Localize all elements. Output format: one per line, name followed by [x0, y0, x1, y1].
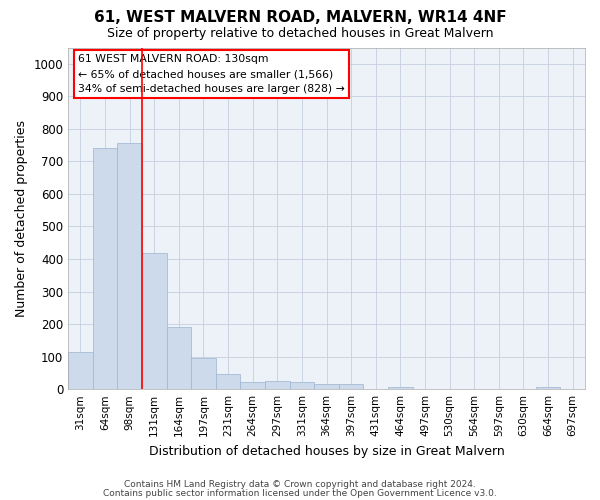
Bar [536, 386, 560, 389]
Bar [191, 358, 216, 389]
Bar [290, 382, 314, 389]
Bar [216, 374, 241, 389]
Text: Contains public sector information licensed under the Open Government Licence v3: Contains public sector information licen… [103, 488, 497, 498]
Text: Contains HM Land Registry data © Crown copyright and database right 2024.: Contains HM Land Registry data © Crown c… [124, 480, 476, 489]
Text: 61, WEST MALVERN ROAD, MALVERN, WR14 4NF: 61, WEST MALVERN ROAD, MALVERN, WR14 4NF [94, 10, 506, 25]
Bar [265, 381, 290, 389]
Text: Size of property relative to detached houses in Great Malvern: Size of property relative to detached ho… [107, 28, 493, 40]
Bar [68, 352, 92, 389]
Text: 61 WEST MALVERN ROAD: 130sqm
← 65% of detached houses are smaller (1,566)
34% of: 61 WEST MALVERN ROAD: 130sqm ← 65% of de… [79, 54, 345, 94]
Bar [388, 386, 413, 389]
Bar [92, 148, 117, 389]
Bar [339, 384, 364, 389]
Bar [314, 384, 339, 389]
Bar [241, 382, 265, 389]
X-axis label: Distribution of detached houses by size in Great Malvern: Distribution of detached houses by size … [149, 444, 505, 458]
Y-axis label: Number of detached properties: Number of detached properties [15, 120, 28, 317]
Bar [167, 328, 191, 389]
Bar [142, 252, 167, 389]
Bar [117, 144, 142, 389]
